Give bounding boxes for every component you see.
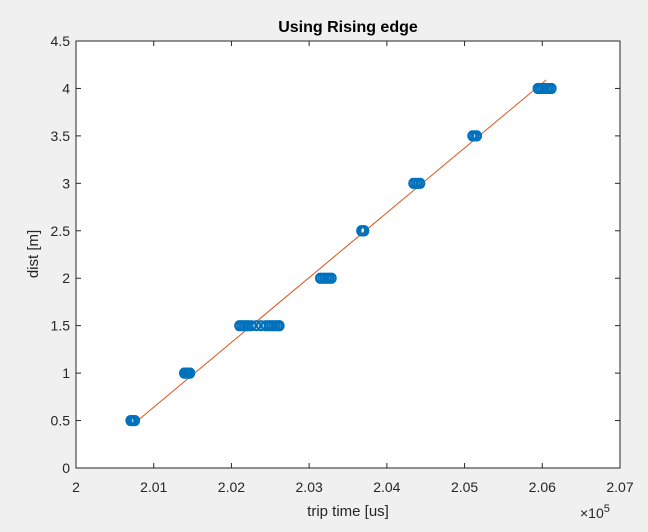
x-tick-label: 2.02 [218, 479, 245, 495]
x-axis-exponent-power: 5 [604, 503, 610, 515]
y-tick-label: 1 [62, 365, 70, 381]
data-point [246, 320, 257, 332]
y-tick-label: 3 [62, 175, 70, 191]
x-axis-label: trip time [us] [307, 503, 389, 520]
y-tick-label: 3.5 [51, 128, 71, 144]
data-marks [125, 79, 557, 427]
x-tick-label: 2.04 [373, 479, 400, 495]
y-tick-label: 4 [62, 80, 70, 96]
y-tick-label: 1.5 [51, 318, 71, 334]
axes: 2 2.01 2.02 2.03 2.04 2.05 2.06 2.07 0 0.5 1 1.5 2 2.… [51, 33, 634, 495]
x-tick-label: 2 [72, 479, 80, 495]
x-axis-exponent: ×105 [580, 503, 610, 521]
y-tick-label: 4.5 [51, 33, 71, 49]
y-tick-label: 0.5 [51, 413, 71, 429]
x-axis-exponent-base: ×10 [580, 505, 604, 521]
data-point [546, 82, 557, 95]
data-point [274, 320, 285, 332]
data-point [129, 414, 141, 427]
x-tick-label: 2.03 [296, 479, 323, 495]
x-tick-label: 2.06 [529, 479, 556, 495]
y-axis-label: dist [m] [25, 230, 42, 278]
data-point [359, 225, 370, 237]
x-tick-label: 2.01 [140, 479, 167, 495]
data-point [185, 367, 196, 379]
chart-title: Using Rising edge [278, 19, 418, 36]
y-tick-label: 2.5 [51, 223, 71, 239]
data-point [326, 272, 337, 284]
data-point [415, 177, 426, 189]
x-tick-label: 2.07 [606, 479, 633, 495]
data-point [471, 130, 483, 142]
axes-box [75, 40, 621, 469]
data-point [251, 320, 262, 332]
y-tick-label: 2 [62, 270, 70, 286]
y-tick-label: 0 [62, 460, 70, 476]
x-tick-label: 2.05 [451, 479, 478, 495]
